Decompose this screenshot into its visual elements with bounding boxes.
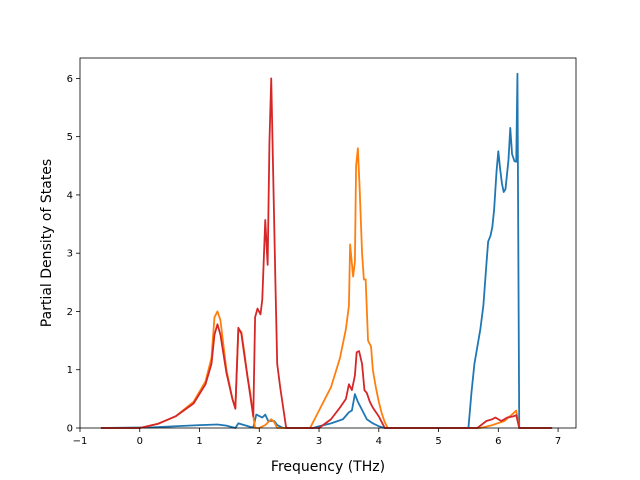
x-axis-ticks: −1 0 1 2 3 4 5 6 7 (73, 428, 561, 447)
series-lines (100, 72, 553, 429)
x-tick-label: 0 (137, 436, 143, 447)
x-tick-label: 4 (376, 436, 382, 447)
y-tick-label: 5 (67, 132, 73, 143)
series-line-2 (100, 147, 553, 429)
y-tick-label: 3 (67, 249, 73, 260)
x-tick-label: 3 (316, 436, 322, 447)
x-tick-label: −1 (73, 436, 88, 447)
x-tick-label: 6 (495, 436, 501, 447)
series-line-1 (100, 72, 553, 429)
x-tick-label: 5 (435, 436, 441, 447)
y-axis-ticks: 0 1 2 3 4 5 6 (67, 74, 80, 435)
y-axis-label: Partial Density of States (39, 159, 55, 327)
series-line-3 (100, 77, 553, 429)
y-tick-label: 1 (67, 365, 73, 376)
x-axis-label: Frequency (THz) (271, 459, 385, 475)
y-tick-label: 2 (67, 307, 73, 318)
y-tick-label: 6 (67, 74, 73, 85)
y-tick-label: 4 (67, 190, 73, 201)
plot-frame (79, 57, 577, 429)
y-tick-label: 0 (67, 424, 73, 435)
x-tick-label: 1 (196, 436, 202, 447)
x-tick-label: 7 (555, 436, 561, 447)
x-tick-label: 2 (256, 436, 262, 447)
